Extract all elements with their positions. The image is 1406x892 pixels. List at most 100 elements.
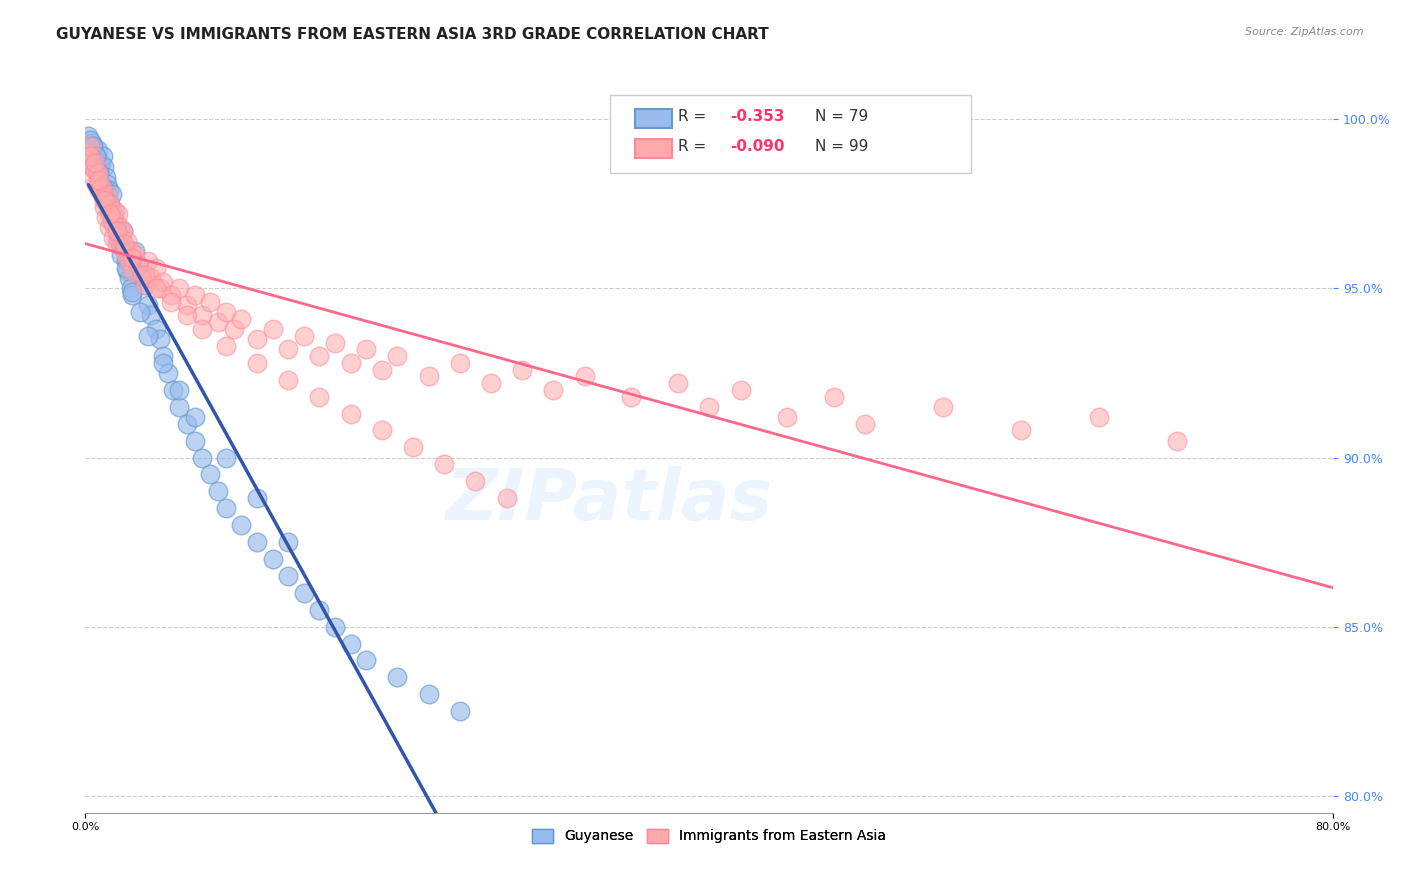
Point (543, 383, 565, 397)
Point (495, 491, 517, 505)
Text: N = 99: N = 99 (815, 139, 869, 154)
Text: R =: R = (678, 110, 711, 124)
Point (620, 390, 643, 404)
Point (134, 278, 156, 293)
Point (110, 247, 132, 261)
Point (121, 285, 143, 299)
Point (115, 254, 138, 268)
Point (339, 356, 361, 370)
Point (127, 258, 149, 272)
Point (699, 400, 721, 414)
Point (94, 169, 117, 184)
Point (108, 234, 131, 248)
Point (79, 149, 101, 163)
Point (292, 328, 315, 343)
Point (464, 474, 486, 488)
Point (354, 343, 377, 357)
Point (120, 244, 142, 259)
Point (93, 200, 115, 214)
Point (97, 203, 120, 218)
Point (112, 241, 135, 255)
Point (103, 217, 125, 231)
Point (191, 322, 214, 336)
Point (207, 484, 229, 499)
Point (176, 298, 198, 312)
Text: -0.353: -0.353 (731, 110, 785, 124)
Point (160, 288, 183, 302)
Point (323, 620, 346, 634)
Point (776, 409, 799, 424)
Point (149, 281, 172, 295)
Point (108, 220, 131, 235)
Point (110, 230, 132, 244)
Legend: Guyanese, Immigrants from Eastern Asia: Guyanese, Immigrants from Eastern Asia (526, 822, 893, 850)
Point (83, 156, 105, 170)
Point (145, 281, 167, 295)
Point (387, 670, 409, 684)
Point (277, 569, 299, 583)
Text: N = 79: N = 79 (815, 110, 869, 124)
Point (79, 132, 101, 146)
Point (1166, 434, 1188, 448)
Point (308, 349, 330, 363)
Point (510, 362, 533, 376)
Point (121, 251, 143, 265)
Point (82, 139, 104, 153)
Point (167, 383, 190, 397)
Point (90, 156, 112, 170)
Point (139, 309, 162, 323)
Point (1088, 409, 1111, 424)
Point (97, 220, 120, 235)
Point (149, 332, 172, 346)
Point (246, 332, 269, 346)
Point (84, 153, 107, 167)
Point (308, 603, 330, 617)
Point (231, 311, 253, 326)
Point (98, 196, 121, 211)
Point (105, 237, 128, 252)
Point (134, 268, 156, 282)
Point (115, 247, 138, 261)
Point (339, 407, 361, 421)
Point (131, 268, 153, 282)
Point (246, 535, 269, 549)
Point (160, 294, 183, 309)
Point (90, 180, 112, 194)
Point (176, 417, 198, 431)
Point (323, 335, 346, 350)
Point (418, 687, 440, 701)
Point (82, 169, 104, 184)
Point (84, 177, 107, 191)
Point (730, 383, 752, 397)
Point (145, 261, 167, 276)
Point (191, 450, 214, 465)
Point (433, 457, 456, 471)
Point (167, 400, 190, 414)
Point (134, 278, 156, 293)
Point (76, 146, 98, 161)
Text: ZIPatlas: ZIPatlas (446, 466, 773, 534)
Point (176, 309, 198, 323)
Point (207, 315, 229, 329)
Point (117, 264, 139, 278)
Point (94, 194, 117, 208)
Point (354, 653, 377, 667)
Point (89, 166, 111, 180)
Point (111, 224, 134, 238)
Point (107, 230, 129, 244)
Point (101, 213, 124, 227)
FancyBboxPatch shape (610, 95, 972, 173)
Point (183, 409, 205, 424)
Point (127, 258, 149, 272)
Point (80, 136, 103, 150)
Point (93, 160, 115, 174)
Point (96, 186, 118, 201)
Point (823, 390, 845, 404)
Point (83, 146, 105, 161)
FancyBboxPatch shape (634, 139, 672, 158)
Point (371, 362, 394, 376)
Point (152, 349, 174, 363)
Point (853, 417, 876, 431)
Point (277, 343, 299, 357)
Point (91, 190, 114, 204)
